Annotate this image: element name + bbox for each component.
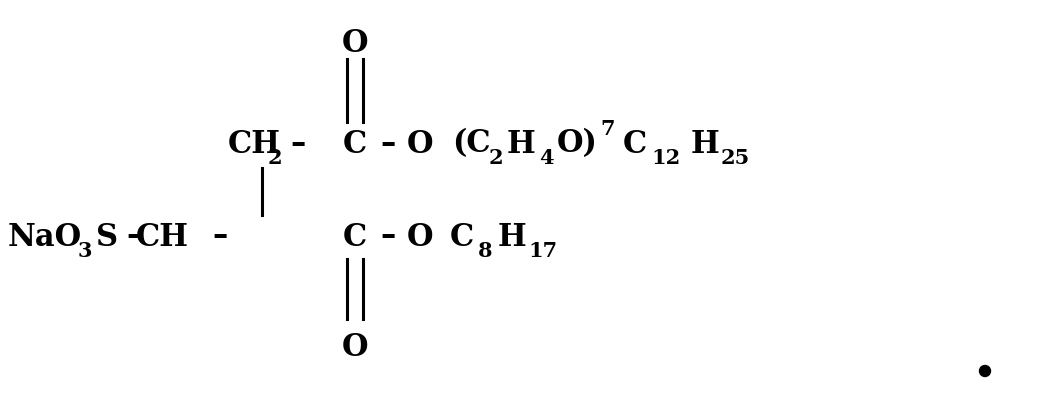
Text: H: H bbox=[498, 221, 526, 253]
Text: C: C bbox=[342, 221, 367, 253]
Circle shape bbox=[980, 365, 990, 377]
Text: 7: 7 bbox=[600, 119, 614, 139]
Text: C: C bbox=[342, 128, 367, 160]
Text: O: O bbox=[341, 332, 368, 363]
Text: S: S bbox=[96, 221, 118, 253]
Text: 2: 2 bbox=[489, 148, 503, 168]
Text: NaO: NaO bbox=[8, 221, 82, 253]
Text: H: H bbox=[691, 128, 720, 160]
Text: C: C bbox=[623, 128, 647, 160]
Text: –: – bbox=[381, 221, 395, 253]
Text: O: O bbox=[341, 28, 368, 59]
Text: C: C bbox=[450, 221, 475, 253]
Text: 17: 17 bbox=[528, 241, 557, 261]
Text: –: – bbox=[212, 221, 227, 253]
Text: O): O) bbox=[557, 128, 598, 160]
Text: 12: 12 bbox=[651, 148, 681, 168]
Text: CH: CH bbox=[135, 221, 188, 253]
Text: –: – bbox=[381, 128, 395, 160]
Text: H: H bbox=[507, 128, 536, 160]
Text: –: – bbox=[127, 221, 142, 253]
Text: 8: 8 bbox=[478, 241, 493, 261]
Text: 4: 4 bbox=[539, 148, 554, 168]
Text: O: O bbox=[407, 221, 433, 253]
Text: CH: CH bbox=[228, 128, 281, 160]
Text: 2: 2 bbox=[268, 148, 282, 168]
Text: 3: 3 bbox=[78, 241, 93, 261]
Text: –: – bbox=[291, 128, 305, 160]
Text: (C: (C bbox=[452, 128, 490, 160]
Text: O: O bbox=[407, 128, 433, 160]
Text: 25: 25 bbox=[721, 148, 750, 168]
